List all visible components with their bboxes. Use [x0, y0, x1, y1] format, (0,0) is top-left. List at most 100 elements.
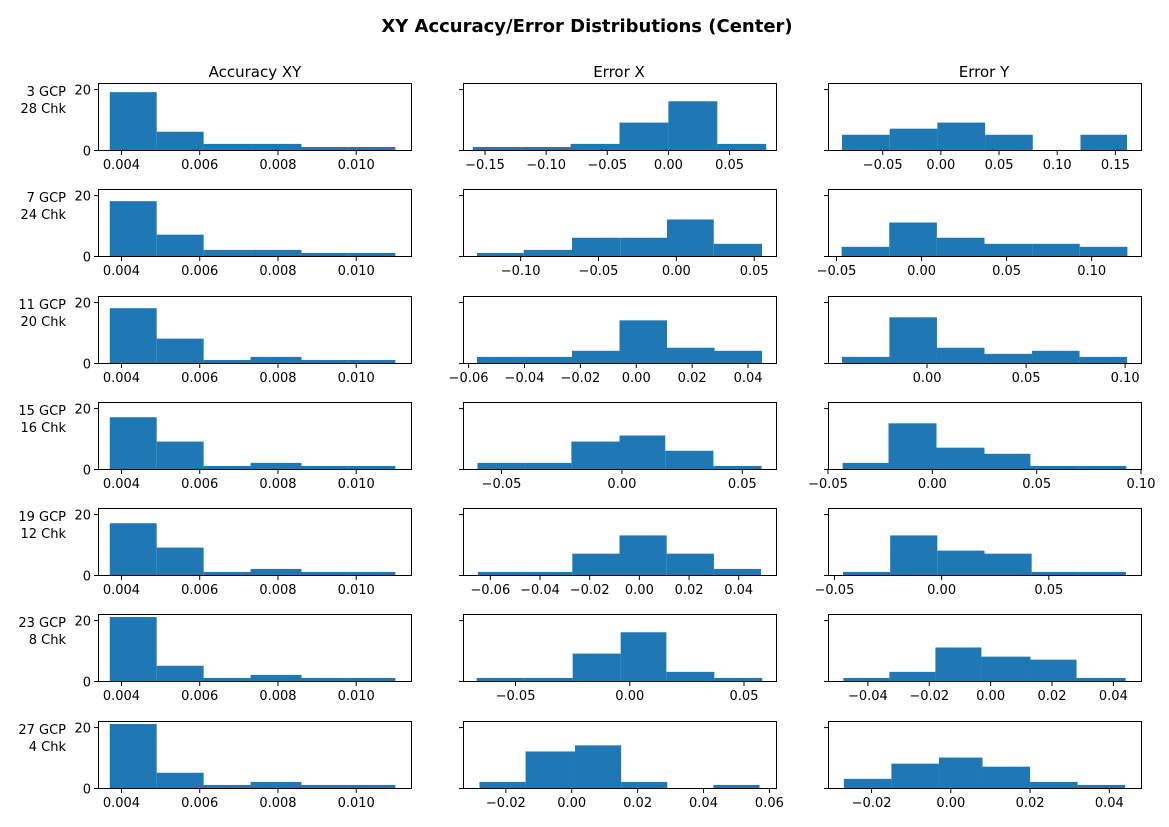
histogram-bar: [935, 647, 982, 681]
x-tick-label: −0.05: [815, 583, 855, 598]
axes-frame: [828, 296, 1142, 364]
x-tick-label: 0.05: [730, 689, 759, 704]
histogram-bar: [984, 553, 1032, 575]
axes-frame: [828, 83, 1142, 151]
histogram-bar: [572, 237, 621, 256]
histogram-bar: [843, 778, 892, 788]
histogram-bar: [109, 523, 157, 575]
x-tick-label: 0.004: [103, 796, 140, 811]
panel-accuracy-xy-row-2: 0.004 0.006 0.008 0.010 0 20: [74, 189, 412, 279]
panel-accuracy-xy-row-1: 0.004 0.006 0.008 0.010 0 20: [74, 83, 412, 173]
x-tick-label: −0.05: [808, 477, 848, 492]
histogram-bar: [841, 134, 890, 150]
histogram-bar: [476, 677, 525, 681]
axes-frame: [98, 721, 412, 789]
x-tick-label: 0.05: [1034, 583, 1063, 598]
x-tick-label: 0.04: [734, 371, 763, 386]
row-label: 15 GCP 16 Chk: [18, 404, 66, 436]
histogram-bar: [937, 550, 985, 575]
x-tick-label: 0.00: [654, 158, 683, 173]
panel-error-y-row-2: −0.05 0.00 0.05 0.10: [817, 189, 1142, 279]
histogram-bar: [301, 571, 349, 575]
axes-frame: [828, 508, 1142, 576]
histogram-bar: [985, 134, 1033, 150]
histogram-bar: [936, 237, 985, 256]
x-tick-label: 0.05: [1012, 371, 1041, 386]
histogram-bar: [203, 359, 251, 363]
x-tick-label: −0.05: [587, 158, 627, 173]
row-label-gcp: 7 GCP: [27, 191, 67, 206]
x-tick-label: 0.00: [607, 477, 636, 492]
histogram-bar: [156, 234, 204, 256]
histogram-bar: [156, 772, 204, 788]
x-tick-label: 0.010: [338, 583, 375, 598]
x-tick-label: 0.00: [662, 264, 691, 279]
panel-error-x-row-1: −0.15 −0.10 −0.05 0.00 0.05: [459, 83, 777, 173]
x-tick-label: 0.010: [338, 264, 375, 279]
row-label-gcp: 27 GCP: [18, 723, 66, 738]
panel-accuracy-xy-row-3: 0.004 0.006 0.008 0.010 0 20: [74, 296, 412, 386]
histogram-bar: [479, 781, 526, 788]
x-tick-label: 0.02: [678, 371, 707, 386]
histogram-bar: [477, 462, 526, 469]
histogram-bar: [1080, 134, 1128, 150]
histogram-bar: [156, 441, 204, 469]
x-tick-label: 0.04: [689, 796, 718, 811]
histogram-bar: [572, 553, 620, 575]
histogram-bar: [717, 143, 767, 150]
histogram-bar: [889, 128, 938, 150]
x-tick-label: 0.10: [1111, 371, 1140, 386]
histogram-bar: [936, 347, 985, 363]
axes-frame: [828, 721, 1142, 789]
histogram-bar: [348, 252, 396, 256]
row-label-chk: 4 Chk: [29, 740, 67, 755]
histogram-bar: [714, 350, 763, 363]
histogram-bar: [523, 249, 572, 256]
y-tick-label: 0: [83, 251, 91, 266]
histogram-bar: [156, 131, 204, 150]
histogram-bar: [619, 535, 667, 575]
histogram-bar: [525, 751, 576, 788]
histogram-bar: [936, 447, 985, 469]
histogram-bar: [525, 571, 573, 575]
histogram-bar: [889, 222, 937, 256]
histogram-bar: [250, 568, 302, 575]
row-label: 23 GCP 8 Chk: [18, 616, 66, 648]
y-tick-label: 20: [74, 297, 91, 312]
x-tick-label: 0.02: [623, 796, 652, 811]
histogram-bar: [619, 320, 668, 363]
x-tick-label: 0.05: [985, 158, 1014, 173]
x-tick-label: −0.02: [560, 371, 600, 386]
panel-error-x-row-7: −0.02 0.00 0.02 0.04 0.06: [459, 721, 784, 811]
histogram-bar: [571, 350, 620, 363]
x-tick-label: 0.008: [259, 477, 296, 492]
x-tick-label: 0.008: [259, 371, 296, 386]
panel-error-x-row-4: −0.05 0.00 0.05: [459, 402, 777, 492]
histogram-bar: [109, 724, 157, 788]
row-label-gcp: 11 GCP: [18, 298, 66, 313]
histogram-bar: [1031, 571, 1079, 575]
histogram-bar: [109, 92, 157, 150]
histogram-bar: [982, 766, 1031, 788]
histogram-bar: [938, 757, 983, 788]
x-tick-label: 0.006: [181, 689, 218, 704]
histogram-bar: [843, 677, 890, 681]
x-tick-label: −0.05: [496, 689, 536, 704]
histogram-bar: [477, 571, 526, 575]
row-label-chk: 20 Chk: [20, 315, 66, 330]
x-tick-label: 0.05: [1022, 477, 1051, 492]
axes-frame: [463, 508, 777, 576]
histogram-bar: [620, 237, 667, 256]
row-label: 27 GCP 4 Chk: [18, 723, 66, 755]
histogram-bar: [668, 101, 718, 150]
y-tick-label: 20: [74, 509, 91, 524]
x-tick-label: 0.00: [622, 371, 651, 386]
row-label-chk: 12 Chk: [20, 527, 66, 542]
row-label-chk: 16 Chk: [20, 421, 66, 436]
histogram-bar: [1030, 465, 1079, 469]
histogram-bar: [524, 677, 573, 681]
histogram-bar: [984, 353, 1033, 363]
axes-frame: [463, 614, 777, 682]
x-tick-label: 0.04: [1095, 796, 1124, 811]
histogram-bar: [348, 677, 396, 681]
